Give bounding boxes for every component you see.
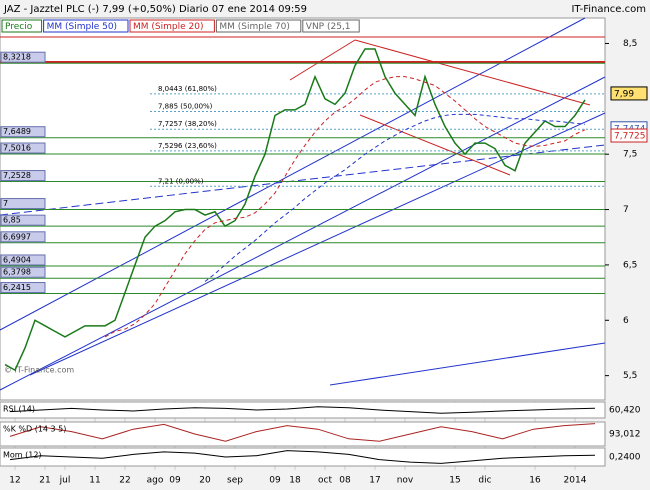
x-tick-label: oct <box>318 476 332 486</box>
x-tick-label: 16 <box>529 476 541 486</box>
panel <box>0 421 606 447</box>
level-label-box <box>0 266 46 278</box>
level-label: 6,85 <box>3 216 21 225</box>
chart-title: JAZ - Jazztel PLC (-) 7,99 (+0,50%) Diar… <box>3 4 307 15</box>
fibonacci-label: 7,7257 (38,20%) <box>158 120 217 128</box>
level-label: 6,3798 <box>3 268 31 277</box>
level-label-box <box>0 170 46 182</box>
legend-box <box>129 19 215 33</box>
source: IT-Finance.com <box>571 4 646 15</box>
level-label: 6,4904 <box>3 255 31 264</box>
legend-box <box>215 19 302 33</box>
x-tick-label: 18 <box>289 476 301 486</box>
legend-entry: VNP (25,1 <box>306 22 351 32</box>
x-tick-label: 17 <box>369 476 380 486</box>
watermark: © IT-Finance.com <box>4 366 74 375</box>
level-label: 6,6997 <box>3 232 31 241</box>
panel-title: %K %D (14 3 5) <box>3 425 66 434</box>
x-tick-label: 11 <box>89 476 100 486</box>
series-line <box>4 48 586 372</box>
legend-box <box>302 19 360 33</box>
panel-title: RSI (14) <box>3 405 35 414</box>
panel-line <box>9 423 596 442</box>
x-tick-label: 15 <box>449 476 460 486</box>
panel-title: Mom (12) <box>3 451 42 460</box>
level-label-box <box>0 254 46 266</box>
x-tick-label: dic <box>478 476 491 486</box>
x-tick-label: 08 <box>339 476 351 486</box>
level-label-box <box>0 51 46 63</box>
level-label: 7,6489 <box>3 127 31 136</box>
fibonacci-label: 7,885 (50,00%) <box>158 103 213 111</box>
legend-entry: MM (Simple 70) <box>219 22 289 32</box>
y-tick-label: 7,5 <box>623 150 637 160</box>
legend-box <box>43 19 129 33</box>
x-tick-label: 20 <box>199 476 211 486</box>
level-label: 6,2415 <box>3 283 31 292</box>
fibonacci-label: 7,21 (0,00%) <box>158 177 204 185</box>
y-tick-label: 6 <box>623 316 629 326</box>
x-tick-label: 2014 <box>564 476 587 486</box>
panel-value: 93,012 <box>609 430 641 440</box>
x-tick-label: 09 <box>169 476 181 486</box>
panel <box>0 447 606 467</box>
panel-line <box>9 406 596 414</box>
level-label-box <box>0 282 46 294</box>
legend-entry: MM (Simple 50) <box>47 22 117 32</box>
legend-box <box>1 19 43 33</box>
level-label: 7 <box>3 199 8 208</box>
x-tick-label: jul <box>59 476 71 486</box>
y-tick-label: 5,5 <box>623 371 637 381</box>
x-tick-label: nov <box>397 476 414 486</box>
legend-entry: MM (Simple 20) <box>133 22 203 32</box>
level-label-box <box>0 231 46 243</box>
y-tick-label: 6,5 <box>623 260 637 270</box>
y-tick-label: 7 <box>623 205 629 215</box>
panel <box>0 401 606 419</box>
level-label: 7,2528 <box>3 171 31 180</box>
panel-line <box>9 450 596 464</box>
level-label-box <box>0 126 46 138</box>
price-marker-box <box>610 128 648 143</box>
panel-value: 0,2400 <box>609 453 641 463</box>
series-line <box>204 113 586 282</box>
panel-value: 60,420 <box>609 406 641 416</box>
x-tick-label: 21 <box>39 476 50 486</box>
price-marker-box <box>610 86 648 101</box>
x-tick-label: 22 <box>119 476 130 486</box>
series-line <box>104 76 586 338</box>
price-marker: 7,99 <box>614 89 634 99</box>
level-label: 7,5016 <box>3 144 31 153</box>
x-tick-label: 09 <box>269 476 281 486</box>
level-label-box <box>0 214 46 226</box>
level-label-box <box>0 198 46 210</box>
x-tick-label: 12 <box>9 476 20 486</box>
price-marker: 7,7725 <box>614 132 646 142</box>
level-label: 8,3218 <box>3 53 31 62</box>
y-tick-label: 8,5 <box>623 39 637 49</box>
fibonacci-label: 8,0443 (61,80%) <box>158 85 217 93</box>
level-label-box <box>0 142 46 154</box>
x-tick-label: sep <box>227 476 243 486</box>
fibonacci-label: 7,5296 (23,60%) <box>158 142 217 150</box>
x-tick-label: ago <box>147 476 164 486</box>
legend-entry: Precio <box>5 22 33 32</box>
